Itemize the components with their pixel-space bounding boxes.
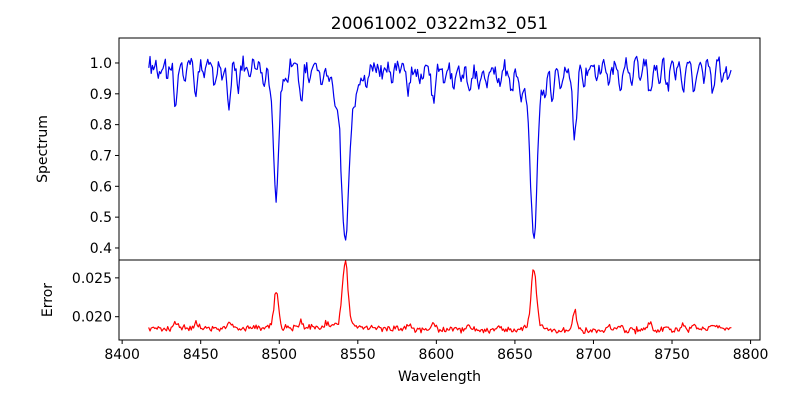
x-tick-label: 8450: [183, 347, 219, 363]
x-tick-label: 8500: [261, 347, 297, 363]
x-tick-label: 8550: [340, 347, 376, 363]
y-tick-label-spectrum: 0.5: [90, 210, 112, 226]
y-tick-label-spectrum: 0.8: [90, 118, 112, 134]
y-tick-label-spectrum: 0.7: [90, 148, 112, 164]
y-axis-label-error: Error: [40, 283, 56, 317]
y-tick-label-error: 0.020: [72, 310, 112, 326]
x-axis-label: Wavelength: [398, 369, 481, 385]
y-tick-label-spectrum: 0.9: [90, 87, 112, 103]
data-curves: [148, 55, 732, 335]
y-tick-label-spectrum: 1.0: [90, 56, 112, 72]
y-axis-label-spectrum: Spectrum: [35, 115, 51, 183]
y-tick-label-error: 0.025: [72, 271, 112, 287]
x-tick-label: 8600: [419, 347, 455, 363]
bottom-panel-border: [118, 259, 761, 341]
x-tick-label: 8400: [104, 347, 140, 363]
x-tick-label: 8800: [733, 347, 769, 363]
x-tick-label: 8750: [654, 347, 690, 363]
x-tick-label: 8700: [576, 347, 612, 363]
axis-ticks: 8400 8450 8500 8550 8600 8650 8700 8750 8800 1.0 0…: [72, 56, 768, 363]
plot-title: 20061002_0322m32_051: [331, 14, 548, 34]
y-tick-label-spectrum: 0.4: [90, 241, 112, 257]
y-tick-label-spectrum: 0.6: [90, 179, 112, 195]
error-line-series: [148, 260, 732, 335]
spectrum-line-series: [148, 55, 732, 241]
x-tick-label: 8650: [497, 347, 533, 363]
